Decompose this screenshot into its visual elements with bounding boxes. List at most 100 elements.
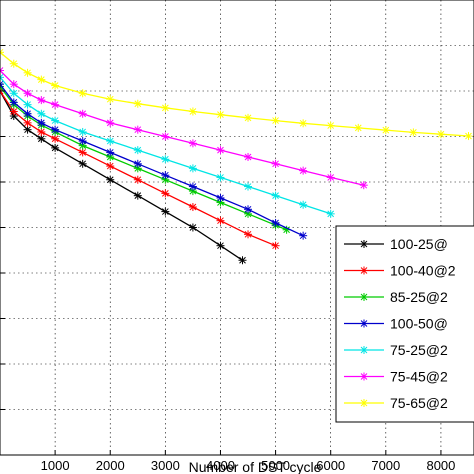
data-point	[51, 100, 60, 109]
legend-label: 85-25@2	[390, 289, 448, 305]
legend-marker	[360, 346, 368, 354]
data-point	[299, 166, 308, 175]
data-point	[23, 118, 32, 127]
x-tick-label: 6000	[316, 458, 345, 473]
data-point	[133, 146, 142, 155]
series-4	[0, 80, 308, 240]
data-point	[0, 80, 4, 89]
data-point	[51, 81, 60, 90]
legend-label: 75-25@2	[390, 342, 448, 358]
data-point	[106, 95, 115, 104]
x-tick-label: 8000	[426, 458, 455, 473]
data-point	[244, 182, 253, 191]
series-1	[0, 87, 247, 265]
plot-frame	[0, 0, 474, 456]
legend-marker	[360, 372, 368, 381]
data-point	[188, 203, 197, 212]
series-line	[0, 70, 364, 186]
data-point	[51, 143, 60, 152]
data-point	[106, 175, 115, 184]
data-point	[161, 155, 170, 164]
series-5	[0, 73, 335, 218]
legend-marker	[360, 399, 368, 407]
data-point	[133, 99, 142, 108]
data-point	[326, 209, 335, 218]
data-point	[51, 116, 60, 125]
data-point	[37, 96, 46, 105]
series-6	[0, 66, 368, 190]
data-point	[271, 159, 280, 168]
legend-entry: 100-40@2	[344, 263, 456, 279]
data-point	[23, 68, 32, 77]
data-point	[37, 109, 46, 118]
series-line	[0, 83, 304, 237]
data-point	[106, 137, 115, 146]
data-point	[23, 89, 32, 98]
data-point	[188, 139, 197, 148]
data-point	[78, 159, 87, 168]
data-point	[0, 48, 4, 57]
data-point	[9, 59, 18, 68]
axis-ticks: 1000 2000 3000 4000 5000 6000 7000 8000	[0, 45, 455, 473]
legend-label: 100-40@2	[390, 263, 456, 279]
data-point	[381, 126, 390, 135]
series-line	[0, 86, 287, 231]
data-point	[161, 189, 170, 198]
data-point	[0, 73, 4, 82]
legend-label: 75-45@2	[390, 369, 448, 385]
data-point	[216, 173, 225, 182]
data-point	[244, 205, 253, 214]
data-point	[409, 128, 418, 137]
data-point	[37, 127, 46, 136]
data-point	[9, 107, 18, 116]
data-point	[51, 125, 60, 134]
data-point	[78, 148, 87, 157]
data-point	[216, 241, 225, 250]
data-point	[216, 216, 225, 225]
data-point	[188, 182, 197, 191]
data-point	[161, 171, 170, 180]
x-tick-label: 1000	[41, 458, 70, 473]
series-line	[0, 51, 469, 137]
legend-entry: 75-65@2	[344, 395, 448, 411]
data-point	[23, 125, 32, 134]
data-point	[436, 130, 445, 139]
data-point	[37, 118, 46, 127]
data-point	[133, 125, 142, 134]
x-tick-label: 5000	[261, 458, 290, 473]
data-point	[188, 164, 197, 173]
data-point	[9, 98, 18, 107]
legend-entry: 100-50@	[344, 316, 448, 332]
data-point	[299, 200, 308, 209]
data-point	[326, 173, 335, 182]
data-point	[161, 103, 170, 112]
data-point	[299, 119, 308, 128]
legend-marker	[360, 319, 368, 328]
series-2	[0, 87, 280, 250]
x-tick-label: 7000	[371, 458, 400, 473]
data-point	[464, 132, 473, 141]
data-point	[51, 134, 60, 143]
data-point	[216, 146, 225, 155]
legend-marker	[360, 240, 368, 248]
x-tick-label: 3000	[151, 458, 180, 473]
data-point	[244, 152, 253, 161]
data-point	[106, 118, 115, 127]
x-tick-label: 4000	[206, 458, 235, 473]
data-point	[359, 181, 368, 190]
data-point	[216, 193, 225, 202]
data-point	[354, 123, 363, 132]
data-point	[133, 175, 142, 184]
series-layer	[0, 48, 473, 265]
data-point	[326, 121, 335, 130]
data-point	[106, 148, 115, 157]
series-7	[0, 48, 473, 141]
legend-entry: 75-45@2	[344, 369, 448, 385]
data-point	[271, 116, 280, 125]
data-point	[244, 230, 253, 239]
data-point	[23, 100, 32, 109]
legend-entry: 75-25@2	[344, 342, 448, 358]
data-point	[37, 134, 46, 143]
data-point	[271, 191, 280, 200]
